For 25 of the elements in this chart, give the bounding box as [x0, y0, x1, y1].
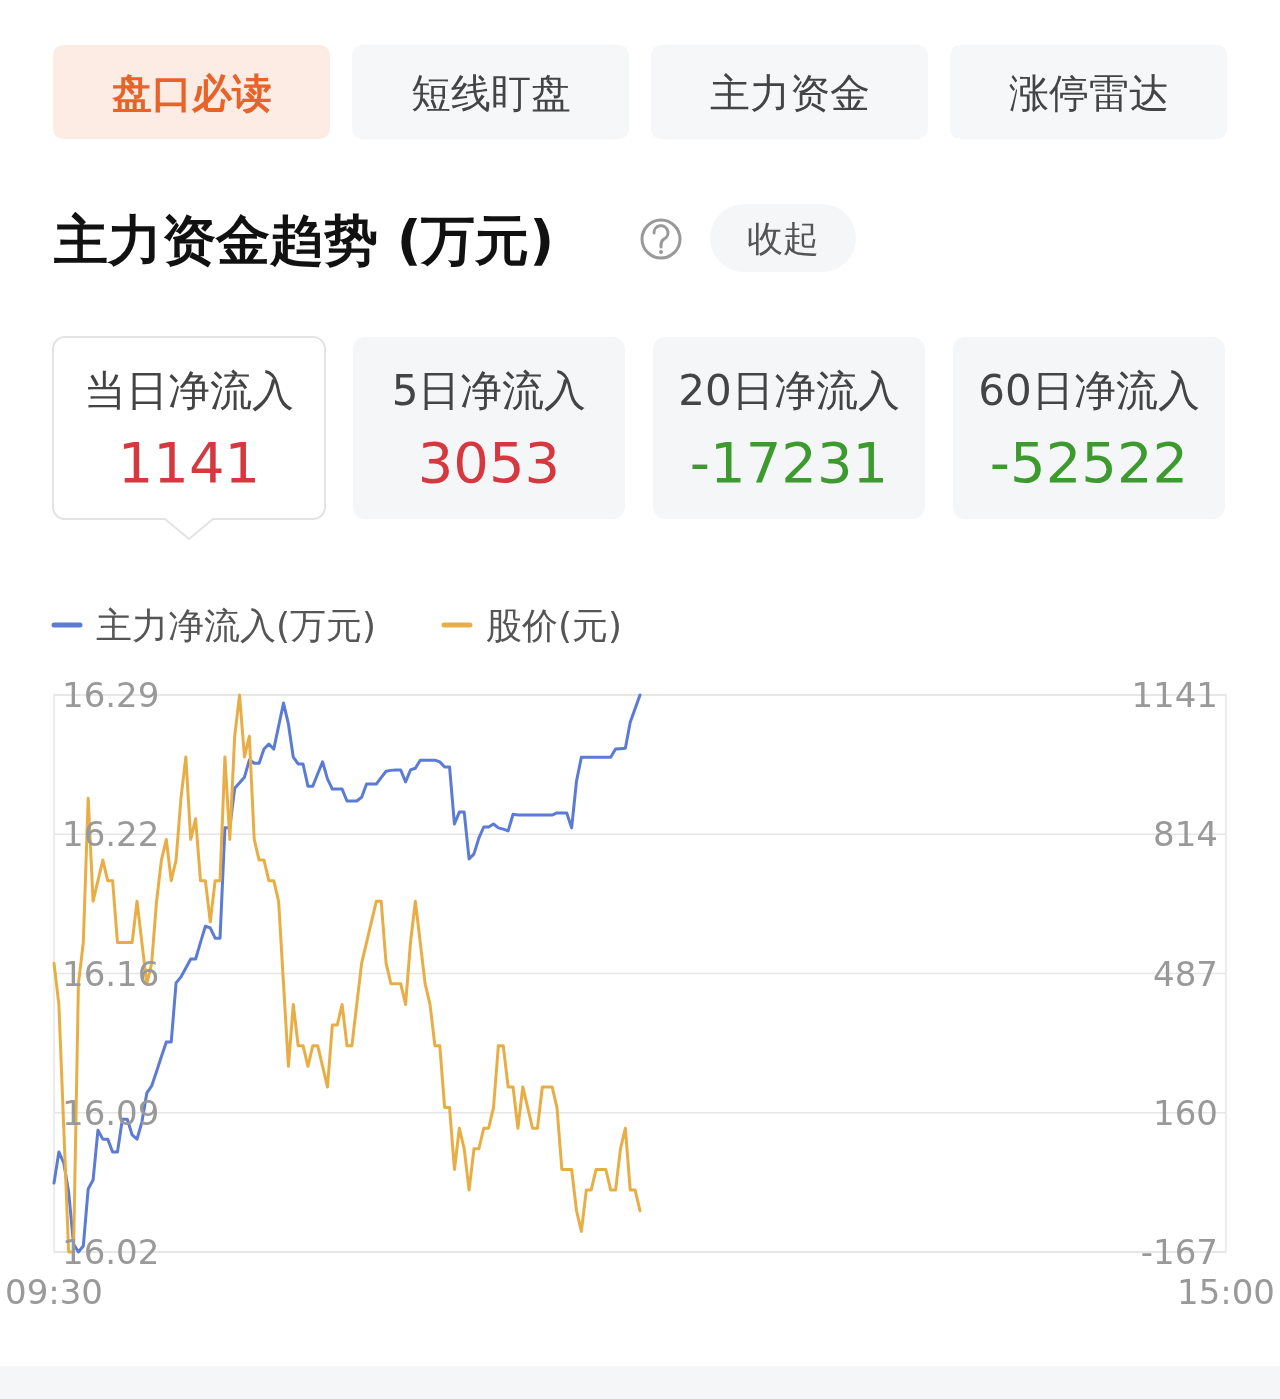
- legend-label: 主力净流入(万元): [96, 604, 377, 646]
- chart-title: 主力资金趋势 (万元): [53, 208, 555, 272]
- y2-tick-label: 487: [1153, 953, 1218, 994]
- text: 20日净流入: [678, 365, 900, 415]
- x-tick-label: 15:00: [1177, 1272, 1275, 1312]
- text: 主力资金: [709, 70, 870, 116]
- text: 60日净流入: [978, 365, 1200, 415]
- text: 1141: [117, 429, 261, 495]
- y2-tick-label: 814: [1153, 814, 1218, 855]
- y-tick-label: 16.02: [62, 1232, 160, 1272]
- text: 3053: [417, 429, 561, 495]
- legend-label: 股价(元): [486, 604, 623, 646]
- x-tick-label: 09:30: [5, 1272, 103, 1312]
- text: 收起: [747, 217, 819, 259]
- text: 涨停雷达: [1008, 70, 1169, 116]
- y2-tick-label: 1141: [1131, 675, 1218, 715]
- y2-tick-label: -167: [1140, 1232, 1218, 1272]
- y2-tick-label: 160: [1153, 1092, 1218, 1133]
- text: 当日净流入: [84, 365, 294, 415]
- text: 短线盯盘: [410, 70, 571, 116]
- text: 盘口必读: [110, 70, 272, 116]
- text: -52522: [989, 429, 1189, 495]
- y-tick-label: 16.29: [62, 675, 160, 715]
- text: 5日净流入: [391, 365, 587, 415]
- text: -17231: [689, 429, 889, 495]
